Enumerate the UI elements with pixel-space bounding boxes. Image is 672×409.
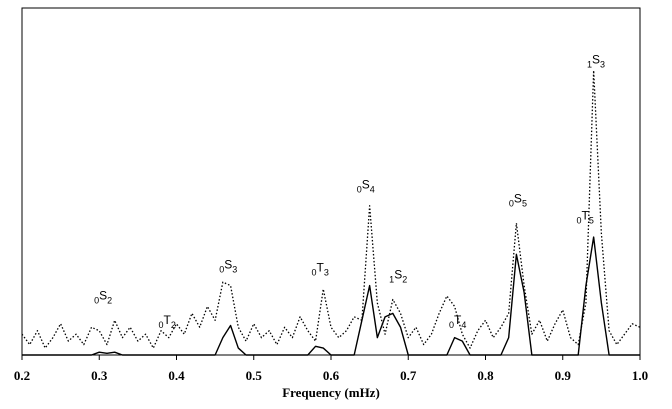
- mode-index: 3: [324, 268, 329, 278]
- x-tick-label: 0.4: [168, 368, 185, 383]
- x-tick-label: 1.0: [632, 368, 648, 383]
- mode-symbol: T: [164, 313, 172, 327]
- mode-label: 1S3: [587, 53, 605, 70]
- mode-label: 1S2: [389, 268, 407, 285]
- mode-symbol: T: [581, 209, 589, 223]
- mode-label: 0T4: [449, 313, 466, 330]
- series-line: [22, 236, 640, 356]
- x-tick-label: 0.5: [246, 368, 263, 383]
- mode-label: 0T2: [159, 313, 176, 330]
- x-tick-label: 0.3: [91, 368, 108, 383]
- x-tick-label: 0.8: [477, 368, 494, 383]
- mode-index: 4: [461, 320, 466, 330]
- mode-index: 2: [171, 320, 176, 330]
- mode-symbol: S: [592, 53, 600, 67]
- mode-label: 0S4: [357, 177, 375, 194]
- mode-index: 5: [589, 216, 594, 226]
- mode-symbol: S: [224, 257, 232, 271]
- mode-prefix: 0: [357, 184, 362, 194]
- mode-index: 4: [370, 184, 375, 194]
- mode-symbol: S: [394, 268, 402, 282]
- mode-prefix: 0: [449, 320, 454, 330]
- mode-symbol: T: [454, 313, 462, 327]
- mode-prefix: 0: [94, 295, 99, 305]
- mode-index: 3: [232, 264, 237, 274]
- mode-symbol: T: [317, 261, 325, 275]
- mode-prefix: 1: [389, 275, 394, 285]
- plot-frame: [21, 7, 641, 356]
- mode-prefix: 0: [576, 216, 581, 226]
- mode-label: 0S2: [94, 288, 112, 305]
- mode-prefix: 1: [587, 60, 592, 70]
- mode-prefix: 0: [509, 198, 514, 208]
- x-tick-label: 0.2: [14, 368, 30, 383]
- mode-symbol: S: [514, 191, 522, 205]
- mode-prefix: 0: [219, 264, 224, 274]
- series-line: [21, 69, 641, 349]
- mode-symbol: S: [99, 288, 107, 302]
- mode-index: 3: [600, 60, 605, 70]
- mode-label: 0T5: [576, 209, 593, 226]
- x-tick-label: 0.9: [555, 368, 572, 383]
- mode-symbol: S: [362, 177, 370, 191]
- mode-index: 5: [522, 198, 527, 208]
- mode-label: 0T3: [311, 261, 328, 278]
- mode-prefix: 0: [159, 320, 164, 330]
- x-axis-label: Frequency (mHz): [282, 385, 380, 400]
- mode-index: 2: [402, 275, 407, 285]
- x-tick-label: 0.7: [400, 368, 417, 383]
- mode-label: 0S3: [219, 257, 237, 274]
- mode-prefix: 0: [311, 268, 316, 278]
- x-tick-label: 0.6: [323, 368, 340, 383]
- mode-index: 2: [107, 295, 112, 305]
- mode-label: 0S5: [509, 191, 527, 208]
